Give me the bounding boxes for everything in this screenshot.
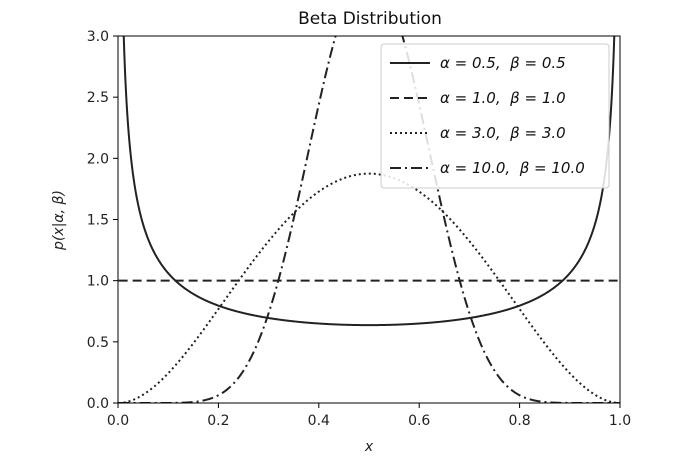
y-tick-label: 1.0 [87,274,109,290]
series-line-1 [122,36,616,327]
series-lines [118,36,620,403]
legend-label-1: α = 0.5, β = 0.5 [440,54,566,72]
chart-title: Beta Distribution [298,9,442,29]
x-tick-label: 0.6 [408,413,430,429]
y-tick-label: 0.5 [87,335,109,351]
y-axis-label: p(x|α, β) [51,190,67,251]
x-tick-label: 0.4 [308,413,330,429]
x-axis-ticks: 0.0 0.2 0.4 0.6 0.8 1.0 [107,403,631,429]
legend-label-4: α = 10.0, β = 10.0 [440,159,585,177]
y-tick-label: 2.0 [87,151,109,167]
y-axis-ticks: 0.0 0.5 1.0 1.5 2.0 2.5 3.0 [87,29,118,412]
x-tick-label: 0.0 [107,413,129,429]
y-tick-label: 2.5 [87,90,109,106]
x-tick-label: 1.0 [609,413,631,429]
y-tick-label: 0.0 [87,396,109,412]
x-tick-label: 0.8 [508,413,530,429]
x-tick-label: 0.2 [207,413,229,429]
legend-frame [380,43,610,189]
y-tick-label: 1.5 [87,213,109,229]
series-line-4 [118,36,620,403]
legend: α = 0.5, β = 0.5 α = 1.0, β = 1.0 α = 3.0,… [380,43,610,189]
legend-label-2: α = 1.0, β = 1.0 [440,89,566,107]
y-tick-label: 3.0 [87,29,109,45]
legend-label-3: α = 3.0, β = 3.0 [440,124,566,142]
series-line-3 [118,172,620,403]
x-axis-label: x [364,439,374,455]
